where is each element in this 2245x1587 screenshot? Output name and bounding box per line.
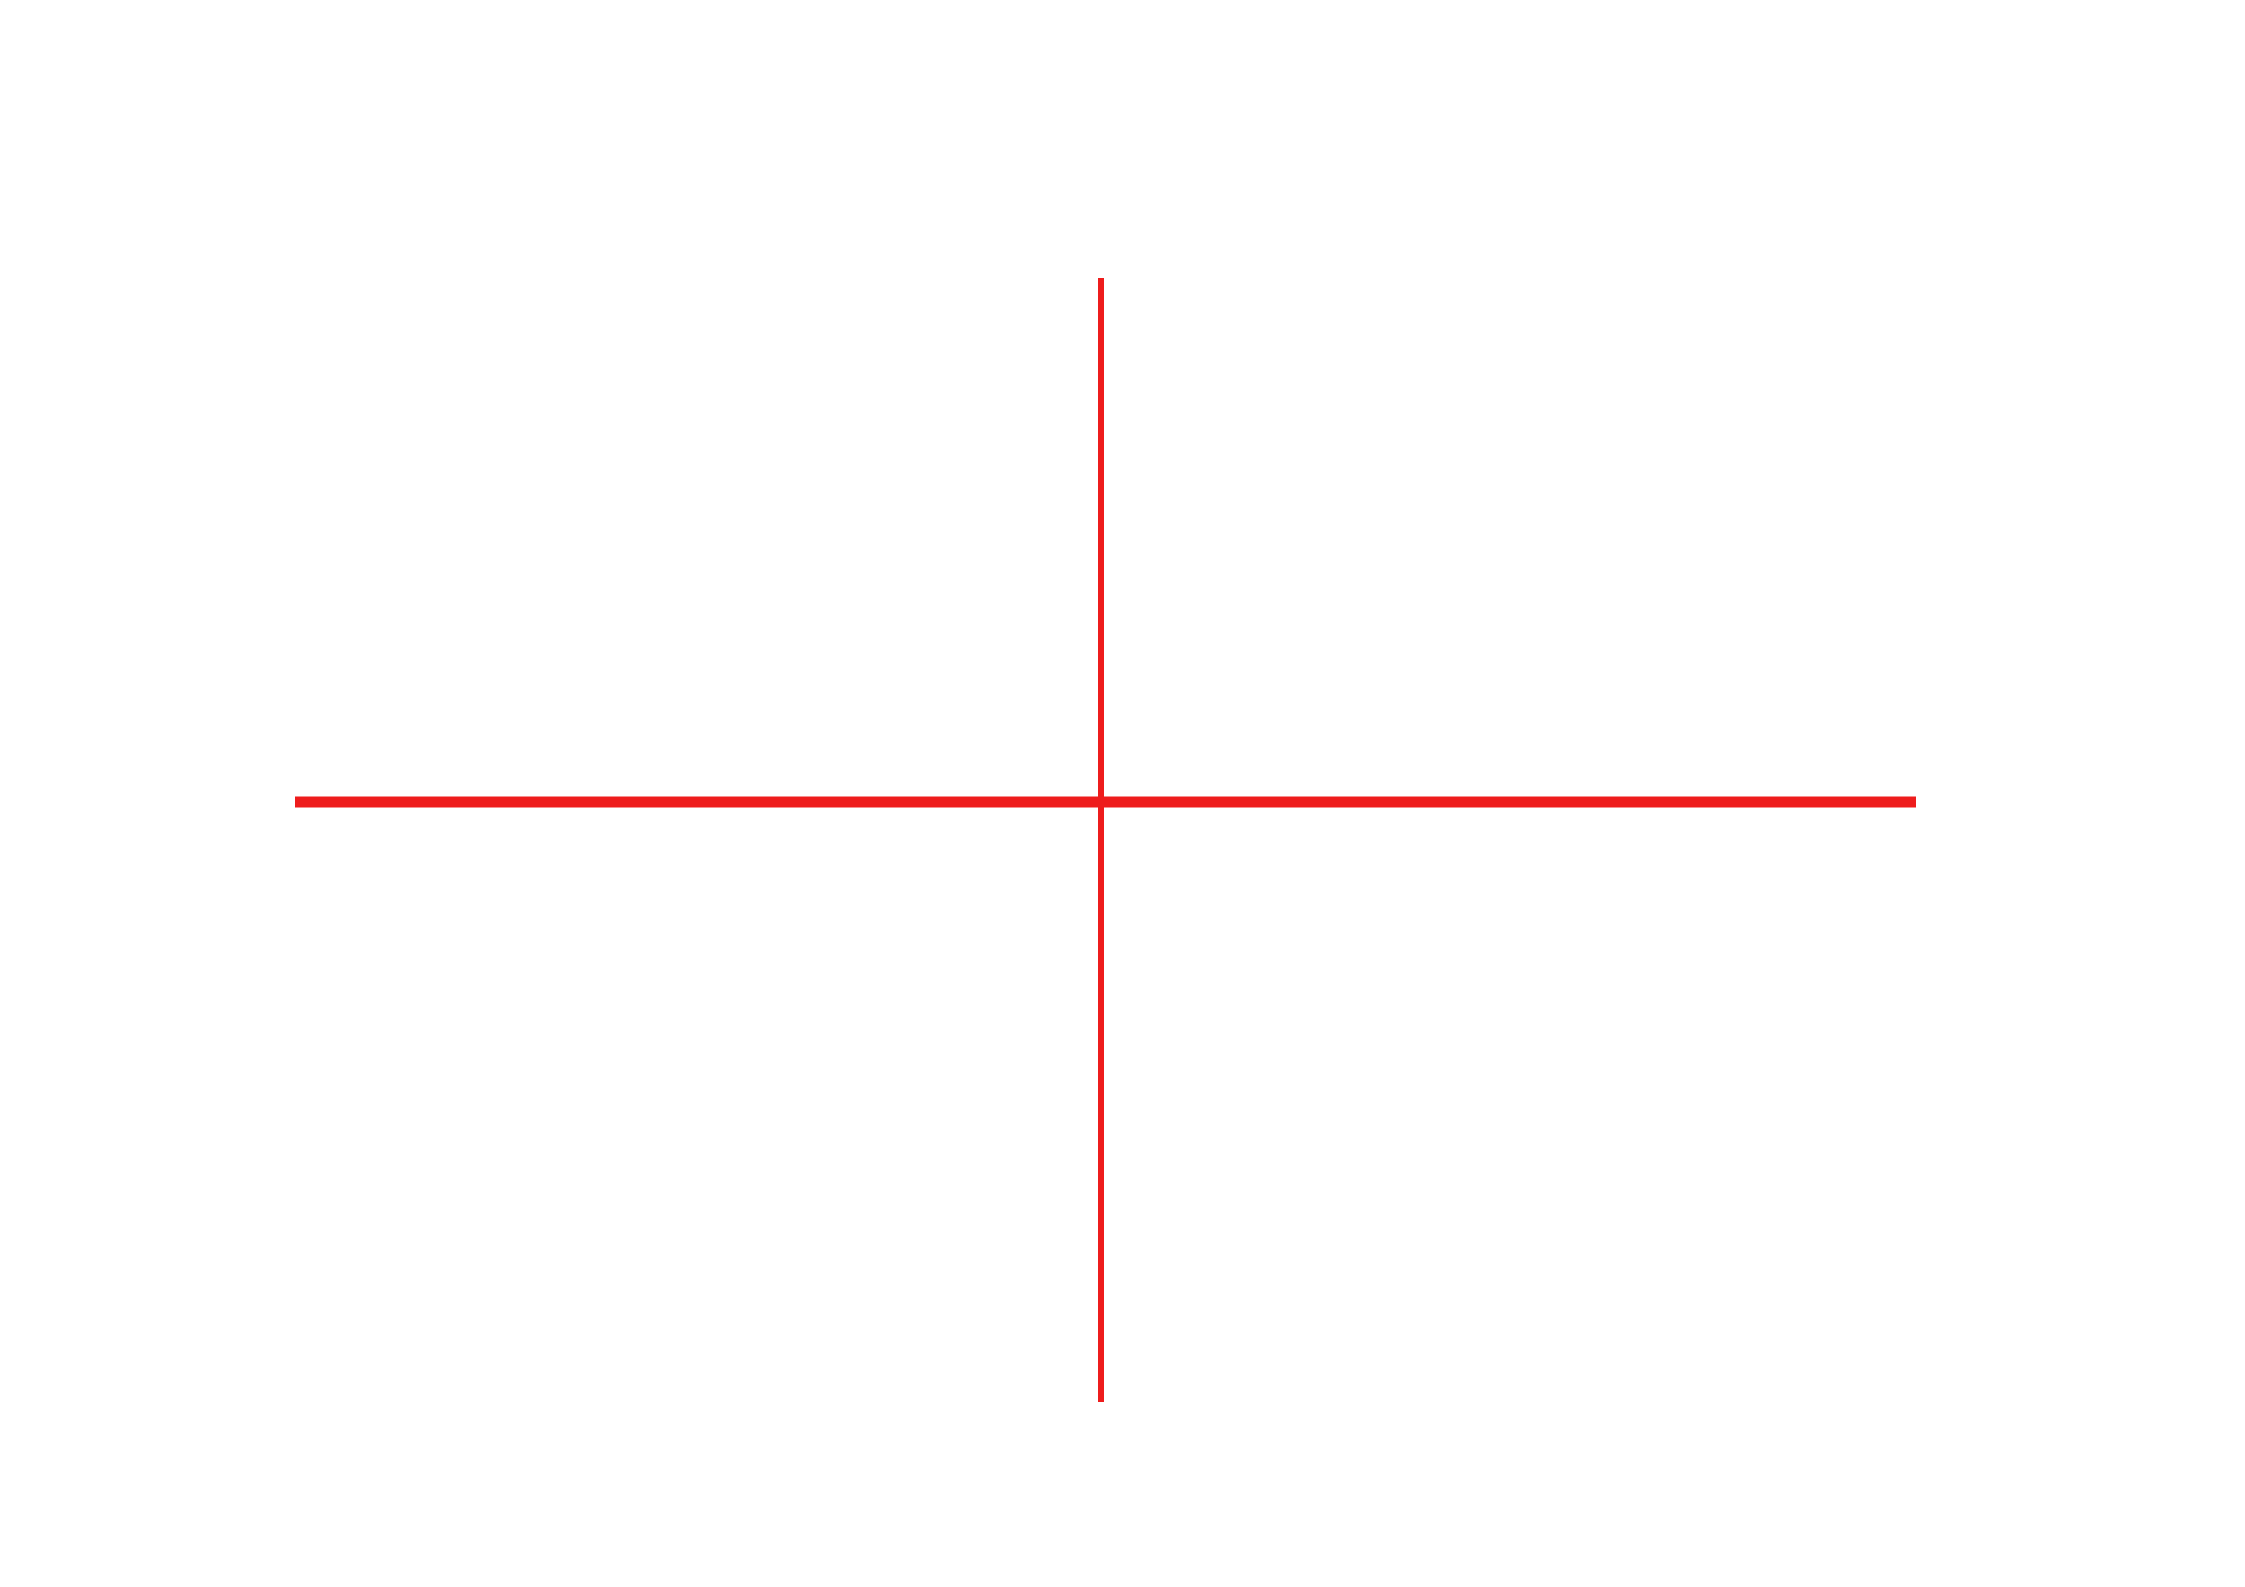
cross-diagram xyxy=(295,278,1916,1402)
diagram-canvas xyxy=(295,278,1916,1402)
